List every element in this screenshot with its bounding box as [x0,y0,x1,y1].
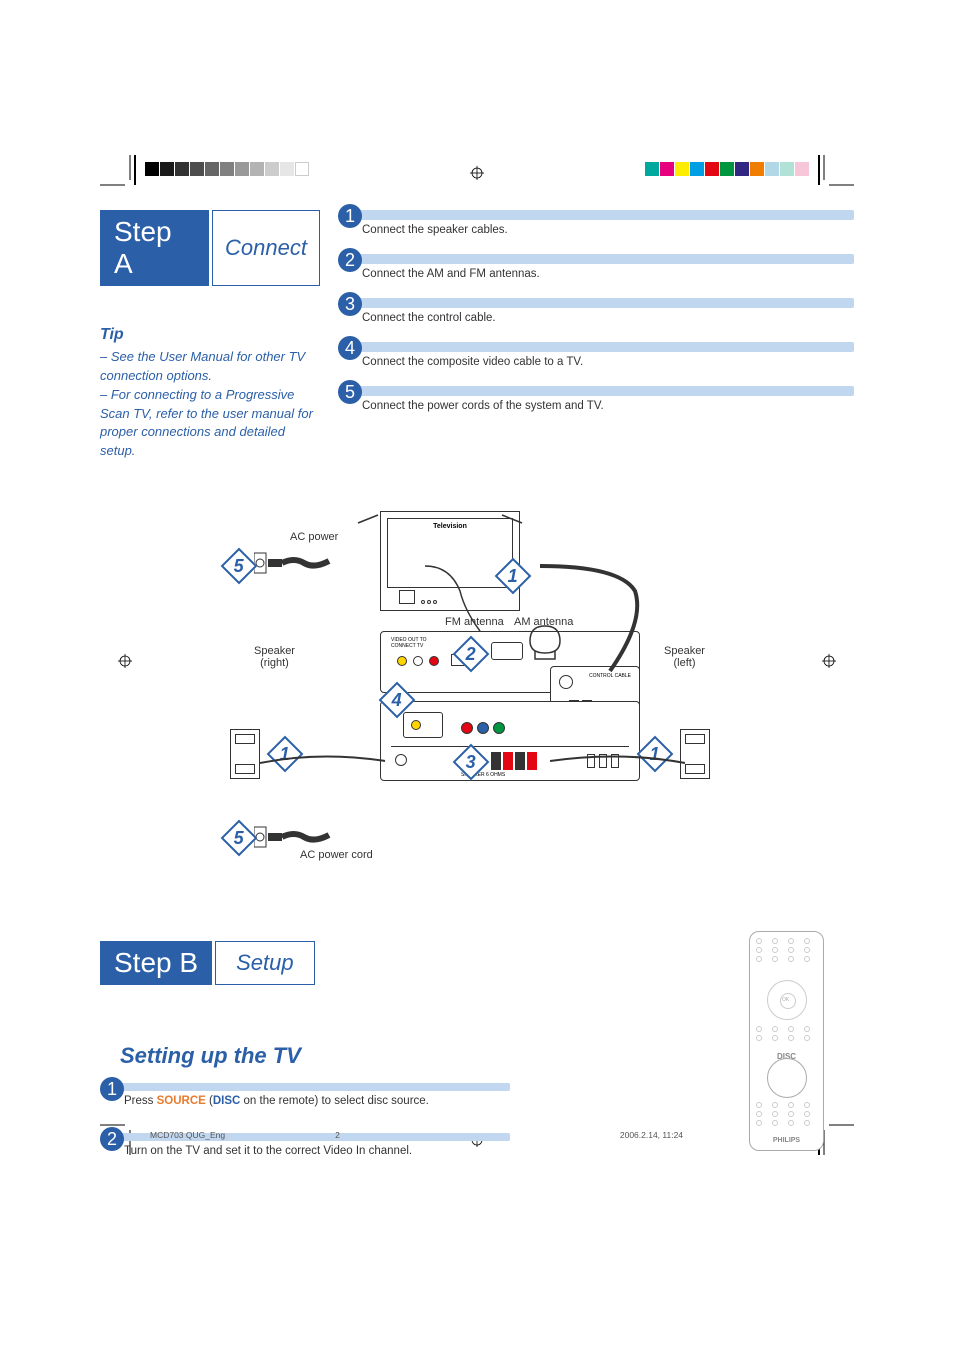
connect-steps: 1 Connect the speaker cables. 2 Connect … [344,210,854,412]
connect-step: 3 Connect the control cable. [344,298,854,324]
remote-ok-label: OK [782,997,789,1003]
cable-tv [540,561,650,681]
setup-1-blue: DISC [213,1095,240,1107]
page-footer: MCD703 QUG_Eng 2 2006.2.14, 11:24 [150,1130,804,1140]
step-a-main: Step A [100,210,209,286]
tip-heading: Tip [100,326,320,344]
remote-disc-button [767,1058,807,1098]
tip-line-1: – See the User Manual for other TV conne… [100,349,305,383]
tip-body: – See the User Manual for other TV conne… [100,348,320,461]
connect-step: 2 Connect the AM and FM antennas. [344,254,854,280]
cable-left [550,751,690,791]
step-num: 3 [338,292,362,316]
setup-1-post: on the remote) to select disc source. [240,1095,429,1107]
ac-power-label: AC power [290,531,338,543]
setup-1-pre: Press [124,1095,157,1107]
step-b-sub: Setup [215,941,315,985]
plug-icon-1 [254,551,334,579]
step-text: Connect the AM and FM antennas. [362,268,854,280]
callout-5a: 5 [221,548,258,585]
step-num: 1 [338,204,362,228]
registration-color [645,162,809,176]
footer-doc: MCD703 QUG_Eng [150,1130,225,1140]
registration-target-top [470,166,484,180]
setup-num-2: 2 [100,1127,124,1151]
cable-right [260,751,390,791]
step-num: 4 [338,336,362,360]
fm-label: FM antenna [445,616,504,628]
setup-num-1: 1 [100,1077,124,1101]
step-num: 2 [338,248,362,272]
registration-grayscale [145,162,309,176]
speaker-right-label: Speaker(right) [254,645,295,669]
step-text: Connect the composite video cable to a T… [362,356,854,368]
setup-step-1: 1 Press SOURCE (DISC on the remote) to s… [100,1083,854,1107]
speaker-right-icon [230,729,260,779]
setup-heading: Setting up the TV [120,1043,854,1069]
setup-2-text: Turn on the TV and set it to the correct… [124,1145,854,1157]
tip-line-2: – For connecting to a Progressive Scan T… [100,387,313,459]
connect-step: 5 Connect the power cords of the system … [344,386,854,412]
setup-1-paren: ( [206,1095,213,1107]
callout-5b: 5 [221,820,258,857]
setup-1-orange: SOURCE [157,1095,206,1107]
step-b-badge: Step B Setup [100,941,315,985]
remote-control: OK DISC [749,931,824,1151]
ac-cord-label: AC power cord [300,849,373,861]
step-a-sub: Connect [212,210,320,286]
step-a-badge: Step A Connect [100,210,320,286]
step-text: Connect the control cable. [362,312,854,324]
footer-page: 2 [335,1130,340,1140]
connect-step: 4 Connect the composite video cable to a… [344,342,854,368]
connect-step: 1 Connect the speaker cables. [344,210,854,236]
step-text: Connect the power cords of the system an… [362,400,854,412]
step-text: Connect the speaker cables. [362,224,854,236]
connection-diagram: Television AC power 5 VIDEO OUT TOCONNEC… [100,491,854,891]
step-num: 5 [338,380,362,404]
crop-mark-tr [814,155,854,195]
speaker-left-label: Speaker(left) [664,645,705,669]
step-b-main: Step B [100,941,212,985]
crop-mark-tl [100,155,140,195]
footer-date: 2006.2.14, 11:24 [620,1130,683,1140]
